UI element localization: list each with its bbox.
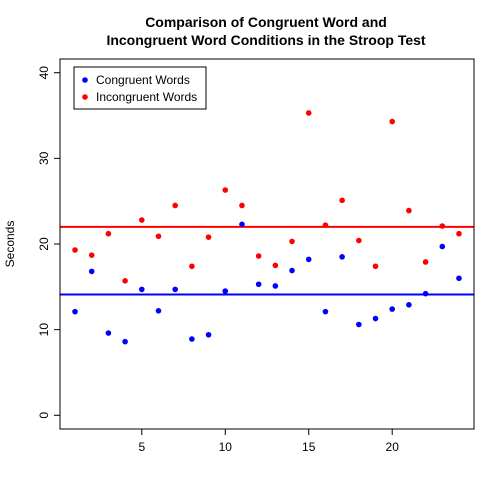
point-incongruent-15 xyxy=(305,110,312,116)
chart-title-line-2: Incongruent Word Conditions in the Stroo… xyxy=(106,32,425,48)
y-axis: 0 10 20 30 40 xyxy=(37,66,60,419)
legend-box xyxy=(73,66,207,110)
point-congruent-9 xyxy=(205,331,212,338)
y-axis-title: Seconds xyxy=(3,221,17,268)
point-incongruent-17 xyxy=(339,197,345,204)
legend: Congruent Words Incongruent Words xyxy=(73,66,207,110)
point-congruent-6 xyxy=(155,308,162,314)
point-incongruent-21 xyxy=(406,207,412,214)
y-tick-label-30: 30 xyxy=(37,151,51,165)
point-congruent-7 xyxy=(172,286,178,293)
point-incongruent-14 xyxy=(289,238,295,245)
x-axis: 5 10 15 20 xyxy=(138,429,399,454)
point-incongruent-5 xyxy=(138,217,145,223)
x-tick-label-10: 10 xyxy=(219,440,233,454)
legend-label-congruent: Congruent Words xyxy=(96,73,190,87)
point-incongruent-23 xyxy=(439,223,446,229)
plot-area xyxy=(60,110,474,345)
point-congruent-12 xyxy=(255,281,262,288)
legend-marker-incongruent xyxy=(82,94,88,100)
x-tick-label-20: 20 xyxy=(386,440,400,454)
point-congruent-21 xyxy=(406,302,412,308)
point-congruent-13 xyxy=(272,283,279,289)
point-incongruent-12 xyxy=(255,253,262,259)
point-congruent-10 xyxy=(222,288,229,294)
point-incongruent-7 xyxy=(172,202,178,209)
point-congruent-1 xyxy=(72,308,78,315)
point-congruent-4 xyxy=(122,338,128,345)
point-congruent-17 xyxy=(339,254,345,260)
point-incongruent-4 xyxy=(122,278,128,284)
point-congruent-19 xyxy=(372,315,379,322)
y-tick-label-20: 20 xyxy=(37,237,51,251)
point-congruent-22 xyxy=(422,290,429,297)
legend-marker-congruent xyxy=(82,77,88,83)
x-tick-label-5: 5 xyxy=(138,440,145,454)
point-incongruent-11 xyxy=(239,202,245,209)
point-incongruent-13 xyxy=(272,262,279,269)
point-congruent-8 xyxy=(189,336,195,342)
point-incongruent-19 xyxy=(372,263,379,270)
point-incongruent-16 xyxy=(322,222,329,228)
y-tick-label-10: 10 xyxy=(37,323,51,337)
point-incongruent-20 xyxy=(389,118,396,125)
point-incongruent-24 xyxy=(456,230,462,237)
point-congruent-18 xyxy=(356,321,362,328)
point-incongruent-1 xyxy=(72,247,78,253)
chart-title-line-1: Comparison of Congruent Word and xyxy=(145,14,387,30)
point-incongruent-22 xyxy=(422,259,429,265)
point-congruent-3 xyxy=(105,330,112,336)
point-congruent-16 xyxy=(322,308,329,315)
y-tick-label-40: 40 xyxy=(37,66,51,80)
point-congruent-2 xyxy=(88,268,95,275)
point-congruent-23 xyxy=(439,243,446,250)
point-congruent-5 xyxy=(138,286,145,293)
point-incongruent-10 xyxy=(222,187,229,193)
plot-frame xyxy=(59,58,475,430)
point-congruent-14 xyxy=(289,267,295,274)
y-tick-label-0: 0 xyxy=(37,412,51,419)
legend-label-incongruent: Incongruent Words xyxy=(96,90,197,104)
point-incongruent-9 xyxy=(205,234,212,240)
point-incongruent-3 xyxy=(105,230,112,237)
point-congruent-15 xyxy=(305,256,312,263)
point-congruent-20 xyxy=(389,306,396,312)
point-incongruent-2 xyxy=(88,252,95,258)
point-congruent-24 xyxy=(456,275,462,282)
point-incongruent-6 xyxy=(155,233,162,240)
x-tick-label-15: 15 xyxy=(302,440,316,454)
point-incongruent-18 xyxy=(356,237,362,244)
point-congruent-11 xyxy=(239,221,245,228)
point-incongruent-8 xyxy=(189,263,195,270)
